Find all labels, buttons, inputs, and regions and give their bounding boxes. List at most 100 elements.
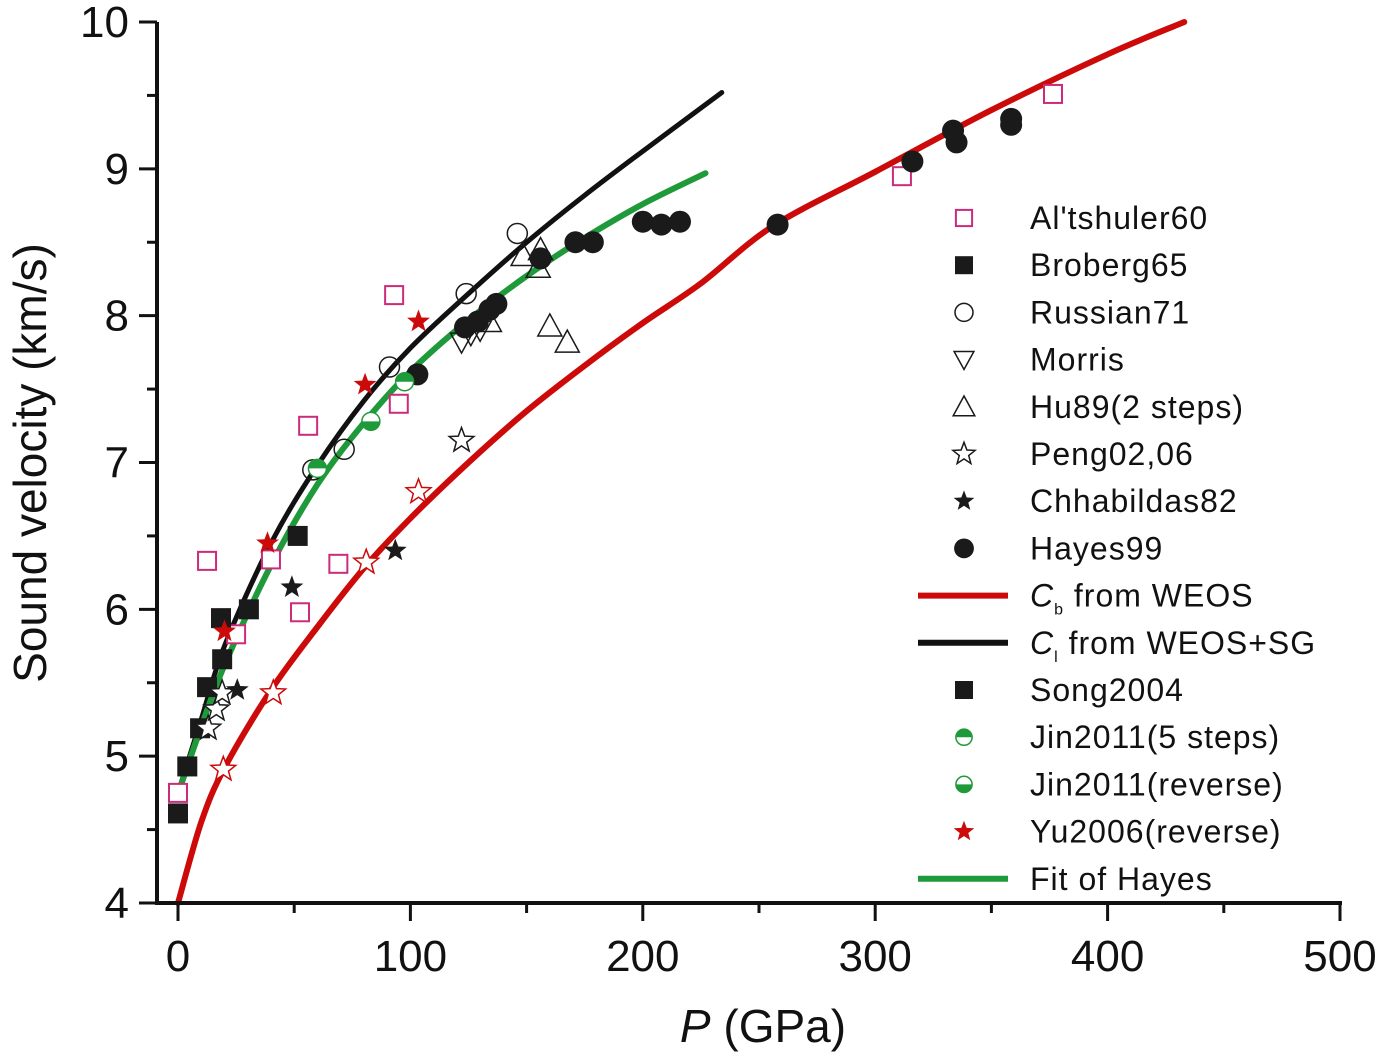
marker-shape: [168, 803, 188, 824]
data-point-al-tshuler60: [384, 285, 405, 306]
legend-item-hayes99: Hayes99: [954, 530, 1163, 566]
legend-label: Morris: [1030, 342, 1125, 378]
data-point-hayes99: [485, 292, 508, 315]
marker-shape: [168, 782, 188, 803]
data-point-red-open-star: [258, 677, 288, 706]
marker-shape: [955, 256, 973, 275]
plot-markers: [168, 83, 1063, 824]
data-point-peng02-06: [193, 713, 223, 741]
marker-shape: [554, 328, 581, 353]
legend-label: Cl from WEOS+SG: [1030, 625, 1316, 666]
marker-shape: [901, 150, 924, 173]
marker-shape: [404, 476, 433, 505]
marker-shape: [378, 356, 401, 378]
data-point-hayes99: [945, 131, 968, 154]
legend-item-jin2011-5-steps: Jin2011(5 steps): [955, 719, 1280, 755]
data-point-broberg65: [197, 677, 218, 698]
legend-label: Peng02,06: [1030, 436, 1194, 472]
marker-shape: [238, 599, 259, 620]
y-tick-label: 4: [105, 879, 129, 928]
marker-shape: [210, 608, 231, 629]
marker-shape: [650, 213, 673, 236]
legend-marker-icon: [954, 208, 974, 228]
x-axis-title-unit: (GPa): [711, 1000, 846, 1052]
data-point-broberg65: [212, 649, 233, 670]
y-tick-label: 7: [105, 439, 129, 488]
y-axis-title: Sound velocity (km/s): [4, 243, 56, 683]
legend-marker-icon: [952, 350, 976, 372]
x-tick-label: 500: [1303, 932, 1376, 981]
data-point-chhabildas82: [225, 678, 249, 700]
data-point-hayes99: [529, 247, 552, 270]
marker-shape: [953, 490, 975, 510]
data-point-al-tshuler60: [388, 393, 409, 414]
y-tick-label: 8: [105, 292, 129, 341]
legend-label: Hayes99: [1030, 530, 1163, 566]
legend-item-chhabildas82: Chhabildas82: [953, 483, 1238, 519]
legend-marker-icon: [955, 775, 973, 794]
legend-marker-icon: [955, 681, 973, 699]
data-point-hayes99: [564, 231, 587, 254]
y-tick-label: 6: [105, 585, 129, 634]
legend-marker-icon: [954, 538, 974, 559]
marker-shape: [951, 394, 977, 417]
marker-shape: [298, 415, 319, 436]
y-tick-label: 9: [105, 145, 129, 194]
data-point-hu89-2-steps: [509, 241, 537, 267]
marker-shape: [258, 677, 288, 706]
marker-shape: [407, 309, 430, 332]
marker-shape: [952, 350, 976, 372]
marker-shape: [766, 213, 789, 236]
legend-label: Broberg65: [1030, 247, 1188, 283]
data-point-peng02-06: [201, 694, 231, 722]
legend-item-hu89-2-steps: Hu89(2 steps): [951, 389, 1243, 425]
legend-label: Cb from WEOS: [1030, 578, 1254, 619]
legend-marker-icon: [951, 394, 977, 417]
marker-shape: [950, 440, 978, 466]
legend-item-al-tshuler60: Al'tshuler60: [954, 200, 1207, 236]
marker-shape: [954, 302, 974, 323]
data-point-al-tshuler60: [260, 549, 281, 570]
legend-item-fit-of-hayes: Fit of Hayes: [918, 861, 1213, 897]
legend-label: Jin2011(5 steps): [1030, 719, 1280, 755]
data-point-chhabildas82: [280, 575, 304, 597]
legend-label: Fit of Hayes: [1030, 861, 1213, 897]
marker-shape: [954, 538, 974, 559]
marker-shape: [1000, 113, 1023, 136]
data-point-chhabildas82: [383, 538, 407, 561]
x-tick-label: 300: [838, 932, 911, 981]
legend-item-jin2011-reverse: Jin2011(reverse): [955, 766, 1283, 802]
legend-item-russian71: Russian71: [954, 294, 1189, 330]
marker-shape: [197, 677, 218, 698]
data-point-red-open-star: [351, 547, 381, 575]
marker-shape: [388, 393, 409, 414]
marker-shape: [536, 312, 564, 337]
data-point-russian71: [455, 282, 477, 305]
marker-shape: [280, 575, 304, 597]
data-point-jin2011-reverse: [361, 411, 381, 432]
marker-shape: [529, 247, 552, 270]
marker-shape: [384, 285, 405, 306]
legend-marker-icon: [953, 490, 975, 510]
data-point-hayes99: [766, 213, 789, 236]
marker-half-fill: [395, 372, 414, 382]
marker-shape: [955, 681, 973, 699]
data-point-broberg65: [210, 608, 231, 629]
x-axis-title-var: P: [680, 1000, 711, 1052]
data-point-broberg65: [238, 599, 259, 620]
marker-shape: [177, 756, 198, 777]
marker-shape: [333, 438, 355, 461]
y-tick-label: 5: [105, 732, 129, 781]
data-point-hayes99: [901, 150, 924, 173]
marker-shape: [212, 649, 233, 670]
legend-marker-icon: [955, 256, 973, 275]
marker-shape: [353, 372, 377, 395]
legend-label: Chhabildas82: [1030, 483, 1238, 519]
legend-item-cl-from-weos-sg: Cl from WEOS+SG: [918, 625, 1316, 666]
data-point-al-tshuler60: [168, 782, 188, 803]
marker-half-fill: [955, 784, 973, 793]
marker-shape: [290, 602, 311, 623]
data-point-broberg65: [177, 756, 198, 777]
data-point-yu2006-reverse: [407, 309, 430, 332]
